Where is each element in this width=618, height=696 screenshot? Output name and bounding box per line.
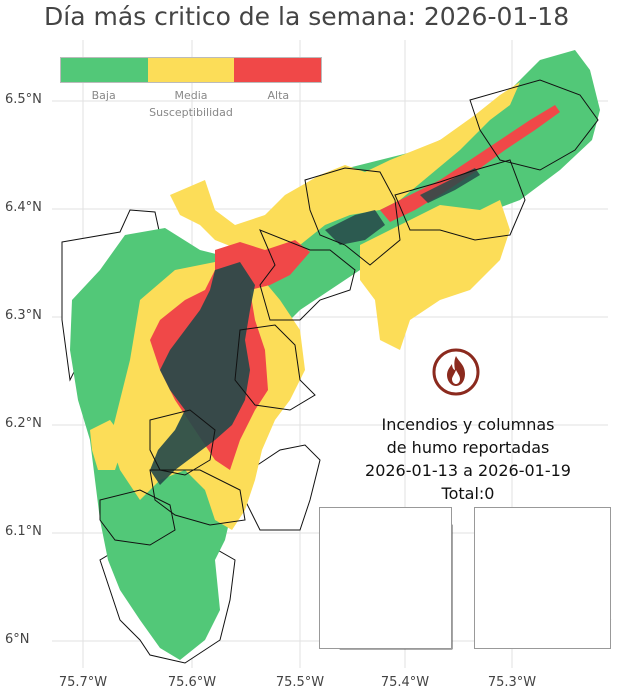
info-date-range: 2026-01-13 a 2026-01-19 xyxy=(365,461,571,480)
east-boundary xyxy=(244,444,321,531)
x-axis-label: 75.5°W xyxy=(275,675,325,690)
legend-swatch-alta xyxy=(234,58,322,82)
x-axis-label: 75.7°W xyxy=(58,675,108,690)
susceptibility-legend-bar xyxy=(60,57,322,83)
inset-colombia-frame xyxy=(319,507,452,649)
x-axis-label: 75.3°W xyxy=(487,675,537,690)
legend-swatch-media xyxy=(147,58,235,82)
x-axis-label: 75.6°W xyxy=(167,675,217,690)
inset-antioquia-frame xyxy=(474,507,611,649)
legend-label-alta: Alta xyxy=(267,89,290,102)
susceptibility-media-west xyxy=(90,420,125,470)
legend-title: Susceptibilidad xyxy=(149,106,233,119)
y-axis-label: 6.5°N xyxy=(5,92,42,107)
legend-label-baja: Baja xyxy=(91,89,116,102)
fire-report-summary: Incendios y columnas de humo reportadas … xyxy=(340,413,596,505)
y-axis-label: 6°N xyxy=(5,632,30,647)
legend-labels: Baja Media Alta xyxy=(60,89,322,102)
legend-swatch-baja xyxy=(61,58,148,82)
fire-icon xyxy=(432,348,480,396)
legend-label-media: Media xyxy=(174,89,208,102)
info-total: Total:0 xyxy=(441,484,495,503)
y-axis-label: 6.4°N xyxy=(5,200,42,215)
y-axis-label: 6.2°N xyxy=(5,416,42,431)
susceptibility-media-east xyxy=(360,200,510,350)
info-line-1: Incendios y columnas xyxy=(381,415,555,434)
dense-cluster-ne2 xyxy=(420,168,480,203)
susceptibility-media-north xyxy=(170,82,520,270)
y-axis-label: 6.3°N xyxy=(5,308,42,323)
info-line-2: de humo reportadas xyxy=(386,438,550,457)
y-axis-label: 6.1°N xyxy=(5,524,42,539)
x-axis-label: 75.4°W xyxy=(380,675,430,690)
municipal-boundaries xyxy=(99,79,599,546)
dense-cluster-center xyxy=(150,262,255,485)
map-title: Día más critico de la semana: 2026-01-18 xyxy=(44,2,570,31)
susceptibility-baja xyxy=(70,50,600,660)
dense-cluster-ne xyxy=(325,210,385,245)
